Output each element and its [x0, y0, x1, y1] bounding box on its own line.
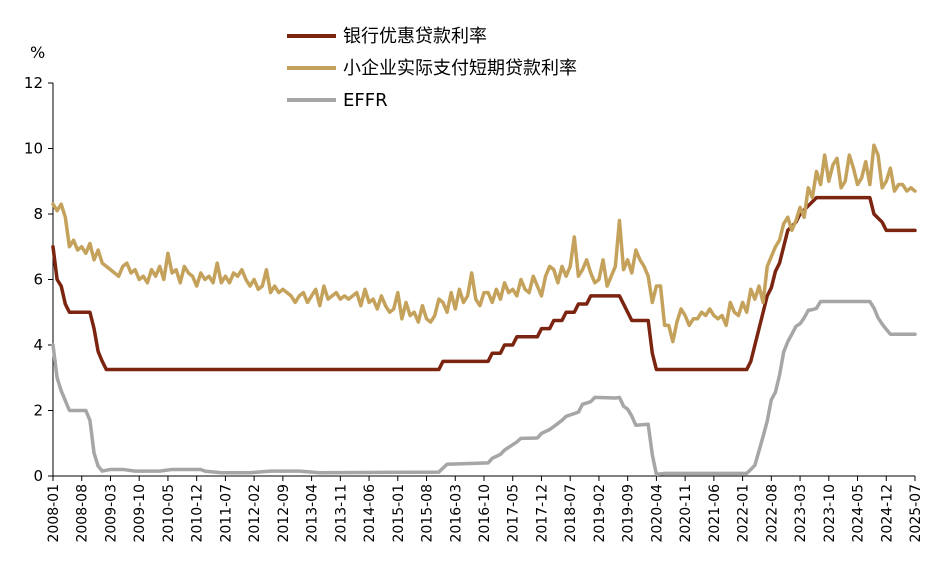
- x-tick-label: 2008-08: [75, 484, 91, 543]
- x-tick-label: 2010-05: [161, 484, 177, 543]
- y-tick-label: 8: [33, 205, 43, 223]
- x-tick-label: 2022-08: [764, 484, 780, 543]
- x-tick-label: 2018-07: [563, 484, 579, 543]
- y-tick-label: 12: [24, 74, 43, 92]
- x-tick-label: 2025-07: [908, 484, 924, 543]
- x-tick-label: 2023-10: [822, 484, 838, 543]
- x-tick-label: 2015-01: [391, 484, 407, 543]
- x-tick-label: 2022-01: [736, 484, 752, 543]
- legend-label-2: 小企业实际支付短期贷款利率: [343, 58, 577, 79]
- series-layer: [51, 143, 917, 477]
- y-tick-label: 10: [24, 140, 43, 158]
- y-tick-label: 0: [33, 467, 43, 485]
- x-tick-label: 2024-05: [851, 484, 867, 543]
- x-tick-label: 2009-03: [103, 484, 119, 543]
- x-tick-label: 2009-10: [132, 484, 148, 543]
- x-tick-label: 2023-03: [793, 484, 809, 543]
- x-tick-label: 2017-05: [506, 484, 522, 543]
- x-tick-label: 2008-01: [46, 484, 62, 543]
- x-tick-label: 2024-12: [879, 484, 895, 543]
- x-axis: 2008-01 2008-08 2009-03 2009-10 2010-05 2010-…: [46, 475, 924, 543]
- y-axis: 0 2 4 6 8 10 12: [24, 74, 54, 485]
- x-tick-label: 2021-06: [707, 484, 723, 543]
- legend-label-3: EFFR: [343, 90, 388, 111]
- x-tick-label: 2019-09: [621, 484, 637, 543]
- x-tick-label: 2012-02: [247, 484, 263, 543]
- y-tick-label: 2: [33, 402, 43, 420]
- series-line-3: [51, 299, 917, 477]
- x-tick-label: 2013-04: [305, 484, 321, 543]
- legend-label-1: 银行优惠贷款利率: [343, 26, 487, 47]
- x-tick-label: 2020-04: [649, 484, 665, 543]
- x-tick-label: 2014-06: [362, 484, 378, 543]
- x-tick-label: 2010-12: [190, 484, 206, 543]
- y-axis-unit: %: [30, 43, 45, 62]
- x-tick-label: 2016-03: [448, 484, 464, 543]
- x-tick-label: 2013-11: [333, 484, 349, 543]
- y-tick-label: 4: [33, 336, 43, 354]
- series-line-2: [51, 143, 917, 344]
- y-tick-label: 6: [33, 271, 43, 289]
- x-tick-label: 2020-11: [678, 484, 694, 543]
- x-tick-label: 2019-02: [592, 484, 608, 543]
- x-tick-label: 2017-12: [534, 484, 550, 543]
- x-tick-label: 2011-07: [218, 484, 234, 543]
- x-tick-label: 2016-10: [477, 484, 493, 543]
- x-tick-label: 2015-08: [420, 484, 436, 543]
- series-line-1: [51, 195, 917, 372]
- x-tick-label: 2012-09: [276, 484, 292, 543]
